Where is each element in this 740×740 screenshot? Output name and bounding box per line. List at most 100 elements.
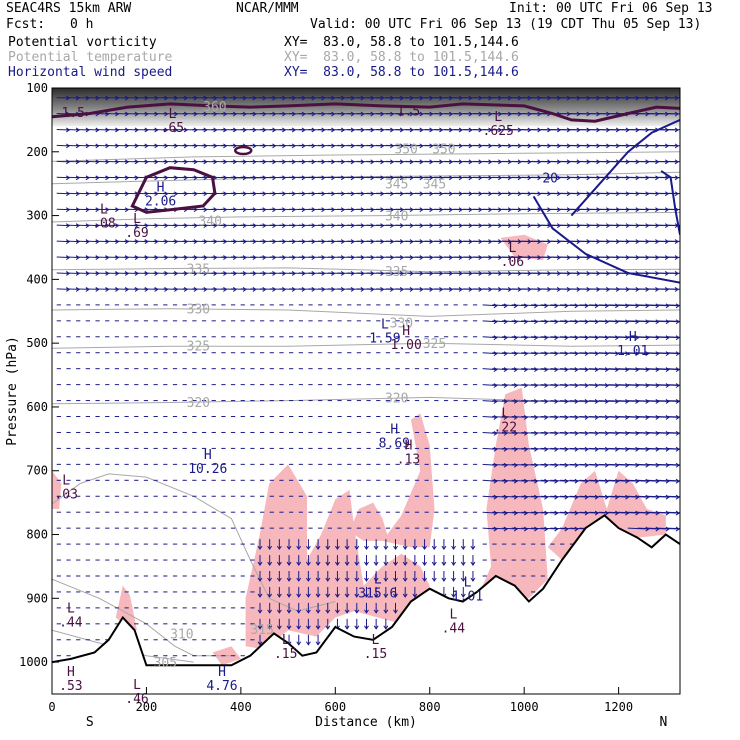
jet-contour <box>660 170 680 235</box>
wind-vector <box>530 336 548 339</box>
wind-vector <box>550 336 568 339</box>
wind-vector-head <box>534 319 539 325</box>
wind-vector-head <box>523 303 529 309</box>
wind-vector-head <box>335 545 340 550</box>
wind-vector <box>492 479 508 482</box>
wind-vector <box>492 527 508 530</box>
wind-vector-head <box>564 446 569 452</box>
wind-vector <box>666 304 680 306</box>
extremum-letter: H <box>390 423 398 438</box>
wind-vector-head <box>393 545 398 550</box>
wind-vector-head <box>373 577 379 582</box>
wind-vector-head <box>554 510 559 516</box>
wind-vector <box>511 447 528 450</box>
wind-vector-head <box>383 545 389 550</box>
wind-vector <box>530 447 548 450</box>
wind-vector <box>550 416 568 418</box>
wind-vector-head <box>685 224 688 228</box>
wind-vector-head <box>344 561 350 566</box>
wind-vector-head <box>305 593 311 598</box>
wind-vector-head <box>412 545 418 550</box>
potential-vorticity-contours <box>52 102 680 284</box>
wind-vector-head <box>564 335 569 341</box>
wind-vector <box>521 384 538 387</box>
theta-contour <box>52 151 680 162</box>
wind-vector-head <box>315 641 321 646</box>
wind-vector <box>666 384 680 386</box>
wind-vector <box>482 304 497 307</box>
wind-vector-head <box>685 160 688 164</box>
wind-vector <box>492 384 508 387</box>
wind-vector <box>511 431 528 434</box>
theta-label: 320 <box>385 391 408 406</box>
wind-vector-head <box>686 368 689 372</box>
y-tick-label: 900 <box>26 591 48 605</box>
wind-vector-head <box>523 399 529 404</box>
extremum-value: .03 <box>54 488 77 503</box>
wind-vector <box>511 368 528 371</box>
y-tick-label: 300 <box>26 209 48 223</box>
wind-vector-head <box>564 462 569 468</box>
wind-vector-head <box>503 414 508 420</box>
pv-label: 1.5 <box>397 104 420 119</box>
extremum-letter: L <box>449 608 457 623</box>
theta-label: 305 <box>154 656 177 671</box>
wind-vector <box>540 400 558 402</box>
wind-vector-head <box>686 399 689 403</box>
wind-vector-head <box>564 414 569 420</box>
wind-vector <box>511 384 528 387</box>
wind-vector-head <box>364 609 369 614</box>
wind-vector-head <box>686 415 689 419</box>
wind-vector-head <box>305 609 311 614</box>
theta-label: 350 <box>394 143 417 158</box>
wind-vector <box>482 336 497 339</box>
wind-vector-head <box>564 478 569 484</box>
potential-temperature-contours <box>52 151 680 663</box>
wind-vector-head <box>364 577 369 582</box>
extremum-value: .625 <box>483 124 514 139</box>
wind-vector <box>521 431 538 434</box>
extremum-value: .22 <box>494 421 517 436</box>
wind-vector-head <box>523 494 529 500</box>
wind-vector <box>482 431 497 434</box>
wind-vector-head <box>364 625 369 630</box>
wind-vector-head <box>513 462 519 468</box>
wind-vector <box>540 495 558 498</box>
wind-vector <box>492 352 508 355</box>
wind-vector <box>511 352 528 355</box>
wind-vector <box>492 447 508 450</box>
wind-vector-head <box>451 545 457 550</box>
wind-vector-head <box>554 367 559 372</box>
wind-vector-head <box>544 367 549 372</box>
wind-vector-head <box>335 577 340 582</box>
theta-contour <box>52 396 680 405</box>
y-tick-label: 600 <box>26 400 48 414</box>
wind-vector-head <box>685 144 688 148</box>
wind-vector <box>482 368 497 371</box>
wind-vector-head <box>296 609 302 614</box>
wind-vector-head <box>493 335 498 341</box>
wind-vector-head <box>296 593 302 598</box>
wind-vector <box>482 511 497 514</box>
wind-vector <box>540 463 558 466</box>
wind-vector <box>511 320 528 323</box>
wind-vector-head <box>493 351 498 357</box>
x-tick-label: 1200 <box>604 700 633 714</box>
extremum-value: 1.00 <box>390 338 421 353</box>
wind-vector-head <box>402 593 408 598</box>
wind-vector <box>666 495 680 498</box>
wind-vector-head <box>523 351 529 357</box>
wind-vector-head <box>470 561 476 566</box>
extremum-value: 4.76 <box>206 679 237 694</box>
theta-contour <box>52 473 336 612</box>
wind-vector <box>511 527 528 530</box>
field-xy-theta: XY= 83.0, 58.8 to 101.5,144.6 <box>284 50 519 65</box>
wind-vector-head <box>534 446 539 452</box>
wind-vector-head <box>305 561 311 566</box>
wind-vector-head <box>544 430 549 436</box>
wind-vector <box>501 495 518 498</box>
wind-vector-head <box>513 303 519 309</box>
wind-vector-head <box>276 593 282 598</box>
theta-label: 320 <box>187 396 210 411</box>
wind-vector-head <box>685 176 688 180</box>
